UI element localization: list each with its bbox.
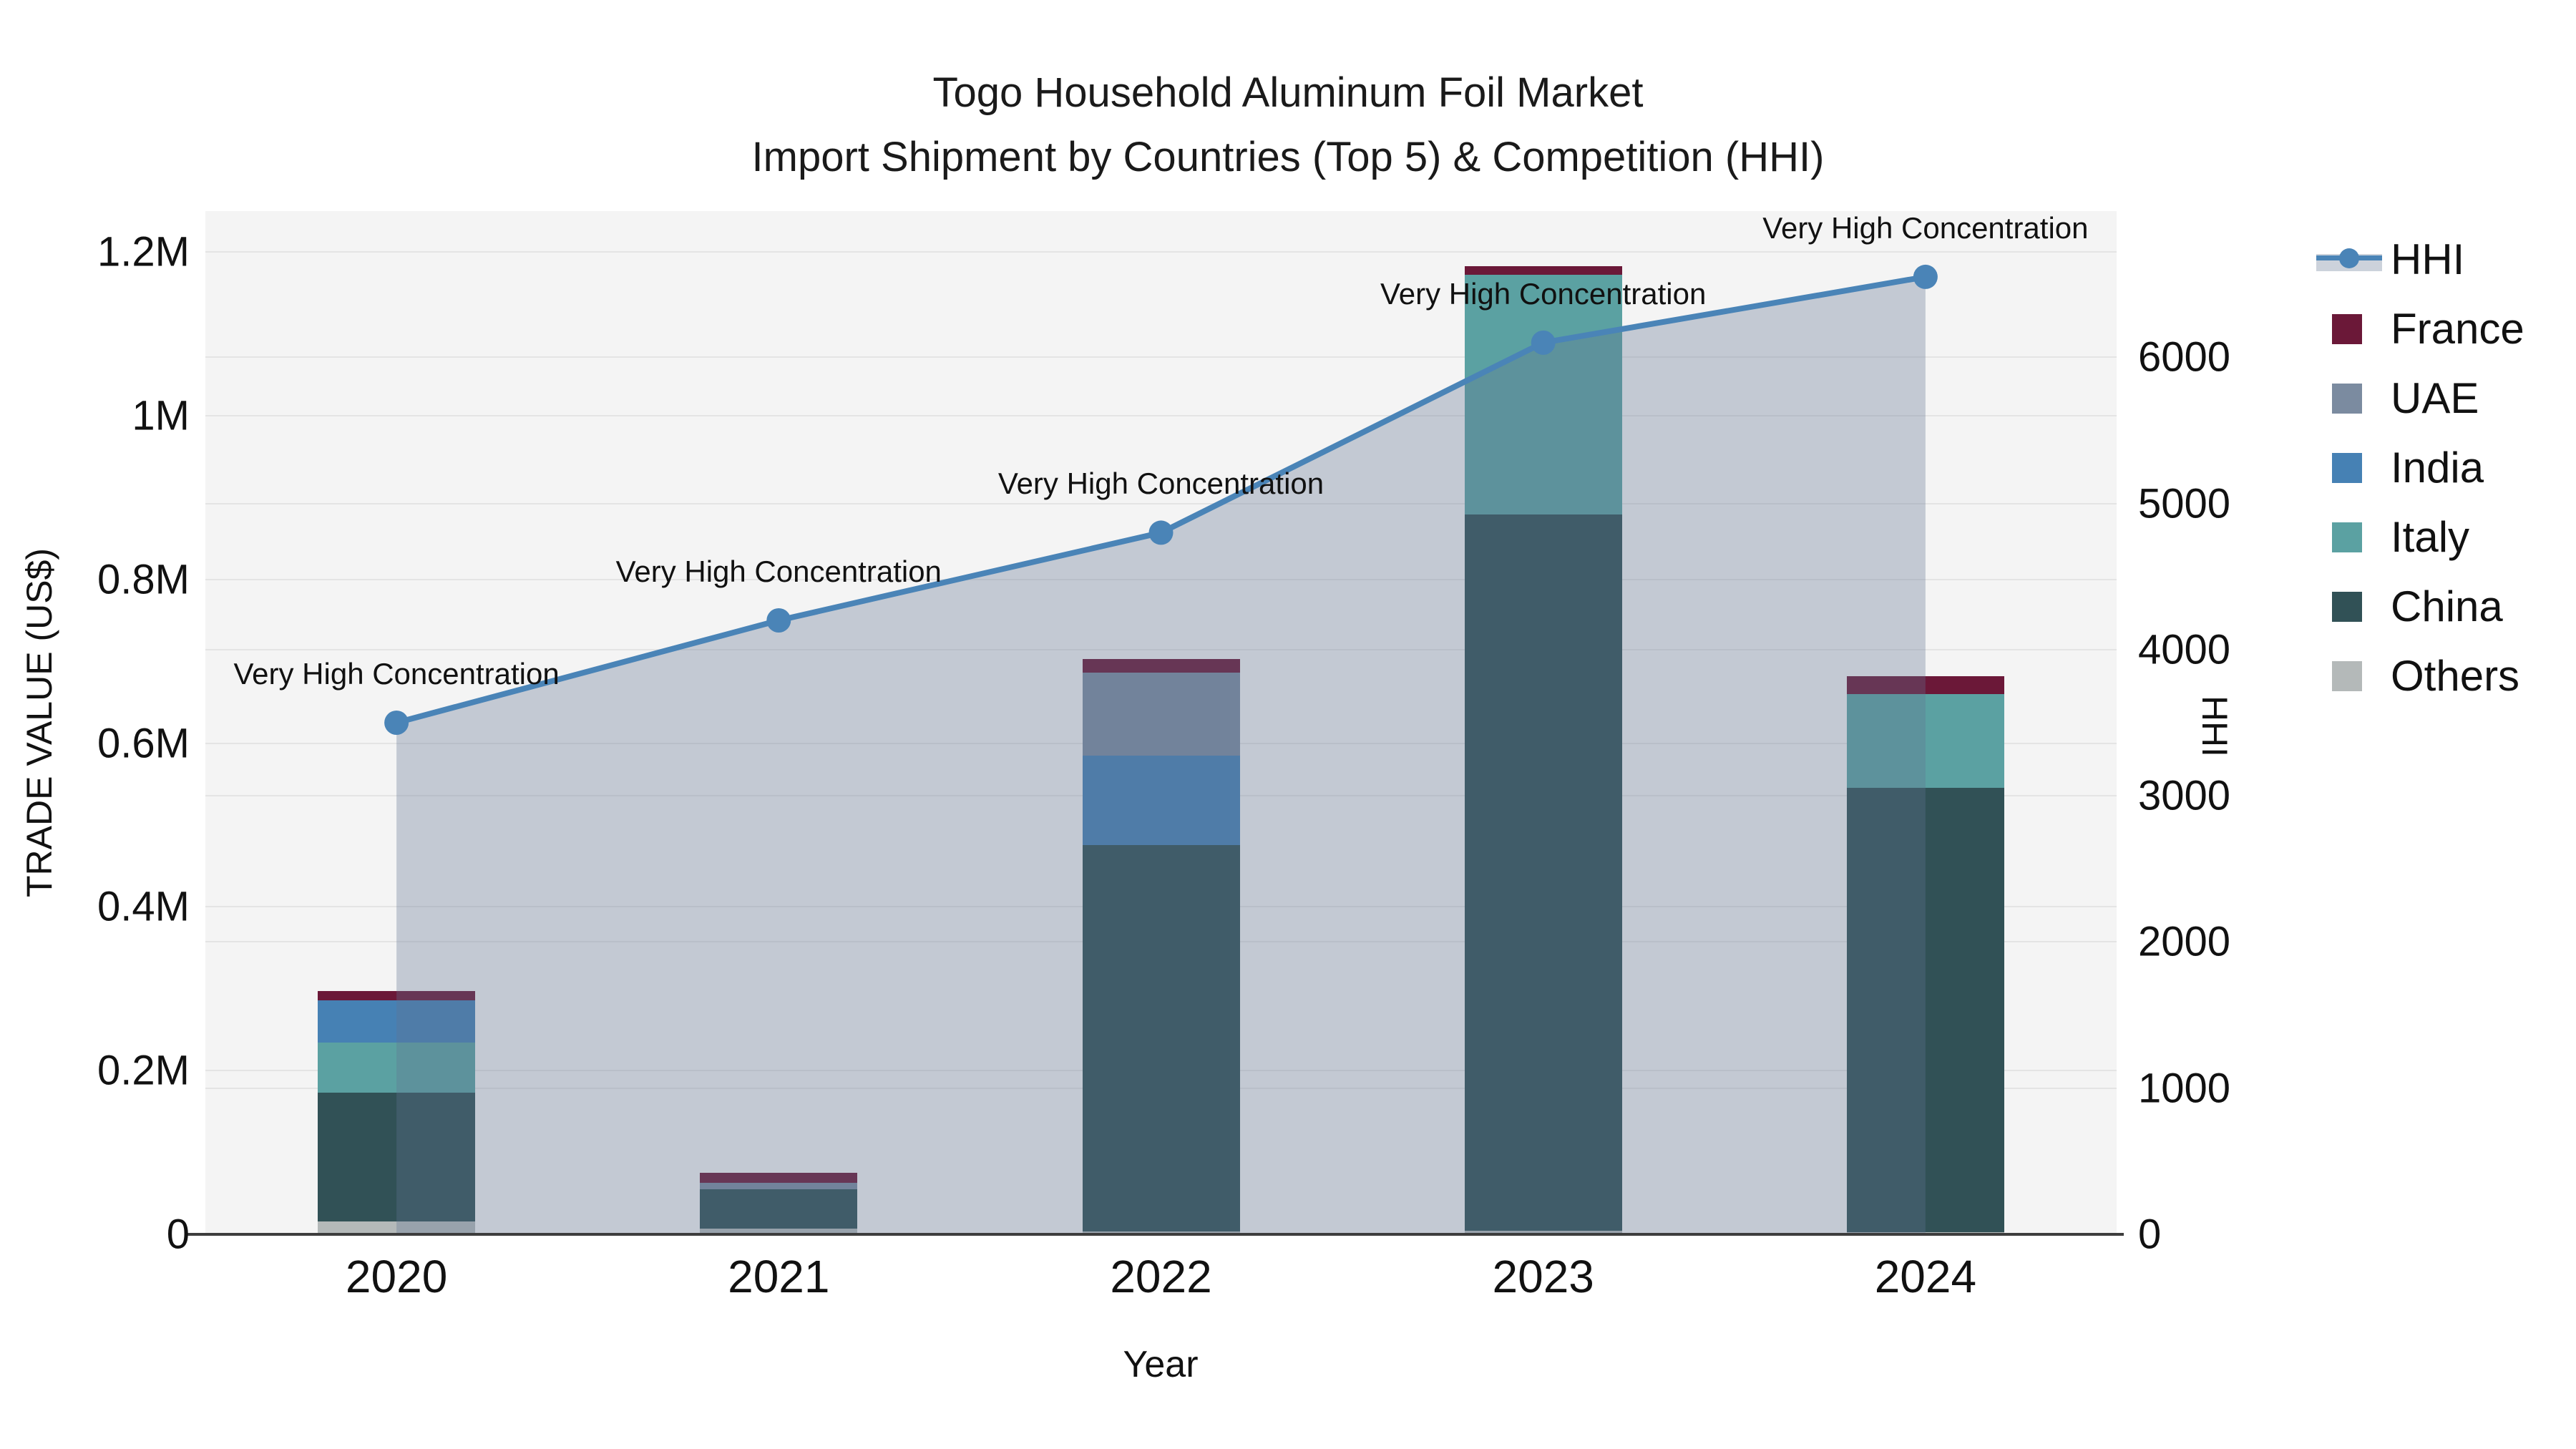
annotation-2020: Very High Concentration [233,657,560,691]
bar-segment-italy-2023[interactable] [1464,274,1622,514]
legend-item-france[interactable]: France [2316,294,2574,364]
bar-segment-others-2022[interactable] [1082,1231,1240,1234]
x-tick-2021: 2021 [728,1251,830,1302]
y-right-axis-title: HHI [2195,695,2235,758]
bar-segment-china-2020[interactable] [318,1093,476,1221]
y-left-tick-1.2M: 1.2M [97,228,190,275]
x-tick-2023: 2023 [1492,1251,1594,1302]
legend-swatch-italy [2332,522,2362,552]
x-axis-line [187,1233,2124,1236]
gridline-right-6000 [205,356,2117,358]
bar-segment-france-2023[interactable] [1464,265,1622,275]
x-axis-title: Year [1123,1344,1199,1385]
y-right-tick-2000: 2000 [2138,918,2231,965]
bar-segment-india-2020[interactable] [318,1000,476,1043]
y-left-axis-title: TRADE VALUE (US$) [19,547,59,898]
bar-segment-china-2023[interactable] [1464,514,1622,1231]
y-left-tick-0.2M: 0.2M [97,1047,190,1094]
bar-segment-others-2023[interactable] [1464,1230,1622,1234]
bar-segment-uae-2022[interactable] [1082,672,1240,756]
legend-label-france: France [2391,305,2524,353]
legend-hhi-marker-dot [2339,248,2359,268]
annotation-2022: Very High Concentration [997,467,1324,501]
y-right-tick-6000: 6000 [2138,333,2231,381]
legend-item-others[interactable]: Others [2316,641,2574,711]
y-right-tick-4000: 4000 [2138,626,2231,673]
legend-swatch-france [2332,313,2362,344]
hhi-marker-2020[interactable] [384,711,409,735]
hhi-area-fill [396,276,1926,1234]
annotation-2024: Very High Concentration [1762,210,2089,245]
legend-swatch-others [2332,660,2362,691]
bar-segment-india-2022[interactable] [1082,756,1240,846]
bar-segment-china-2024[interactable] [1846,787,2004,1233]
hhi-marker-2021[interactable] [766,608,791,633]
x-tick-2022: 2022 [1110,1251,1212,1302]
legend-item-hhi[interactable]: HHI [2316,225,2574,294]
chart-title-line2: Import Shipment by Countries (Top 5) & C… [751,134,1825,180]
gridline-right-5000 [205,502,2117,504]
legend-swatch-china [2332,591,2362,622]
y-left-tick-0.8M: 0.8M [97,556,190,603]
gridline-right-4000 [205,648,2117,650]
bar-segment-italy-2020[interactable] [318,1043,476,1093]
bar-segment-uae-2021[interactable] [700,1182,858,1190]
legend-item-italy[interactable]: Italy [2316,502,2574,572]
y-right-tick-1000: 1000 [2138,1065,2231,1112]
y-left-tick-0.4M: 0.4M [97,883,190,930]
legend-label-hhi: HHI [2391,235,2465,283]
x-tick-2020: 2020 [345,1251,448,1302]
bar-segment-china-2021[interactable] [700,1189,858,1229]
legend-label-china: China [2391,582,2503,630]
legend-swatch-uae [2332,383,2362,414]
chart-title-line1: Togo Household Aluminum Foil Market [932,69,1644,116]
bar-segment-france-2020[interactable] [318,991,476,1001]
annotation-2021: Very High Concentration [615,555,942,588]
legend-item-china[interactable]: China [2316,572,2574,641]
legend: HHI France UAE India Italy China Others [2316,225,2574,711]
hhi-marker-2023[interactable] [1531,330,1556,355]
legend-label-others: Others [2391,652,2520,700]
gridline-left-1M [205,415,2117,416]
y-left-tick-1M: 1M [132,392,190,439]
legend-label-india: India [2391,444,2484,492]
annotation-2023: Very High Concentration [1380,276,1707,311]
bar-segment-france-2021[interactable] [700,1172,858,1183]
legend-label-uae: UAE [2391,374,2479,422]
bar-segment-others-2020[interactable] [318,1221,476,1234]
legend-hhi-line-sample-icon [2316,245,2382,274]
y-left-tick-0: 0 [166,1211,190,1258]
hhi-marker-2024[interactable] [1913,264,1938,289]
bar-segment-china-2022[interactable] [1082,845,1240,1231]
legend-label-italy: Italy [2391,513,2470,561]
bar-segment-france-2022[interactable] [1082,658,1240,673]
y-right-tick-5000: 5000 [2138,480,2231,527]
legend-swatch-india [2332,452,2362,483]
y-right-tick-0: 0 [2138,1211,2162,1258]
hhi-marker-2022[interactable] [1148,520,1174,545]
gridline-left-1.2M [205,251,2117,253]
legend-item-india[interactable]: India [2316,433,2574,502]
legend-item-uae[interactable]: UAE [2316,364,2574,433]
bar-segment-france-2024[interactable] [1846,676,2004,695]
gridline-left-0.8M [205,578,2117,580]
bar-segment-others-2021[interactable] [700,1228,858,1234]
y-left-tick-0.6M: 0.6M [97,720,190,767]
y-right-tick-3000: 3000 [2138,772,2231,819]
x-tick-2024: 2024 [1874,1251,1977,1302]
bar-segment-italy-2024[interactable] [1846,694,2004,788]
